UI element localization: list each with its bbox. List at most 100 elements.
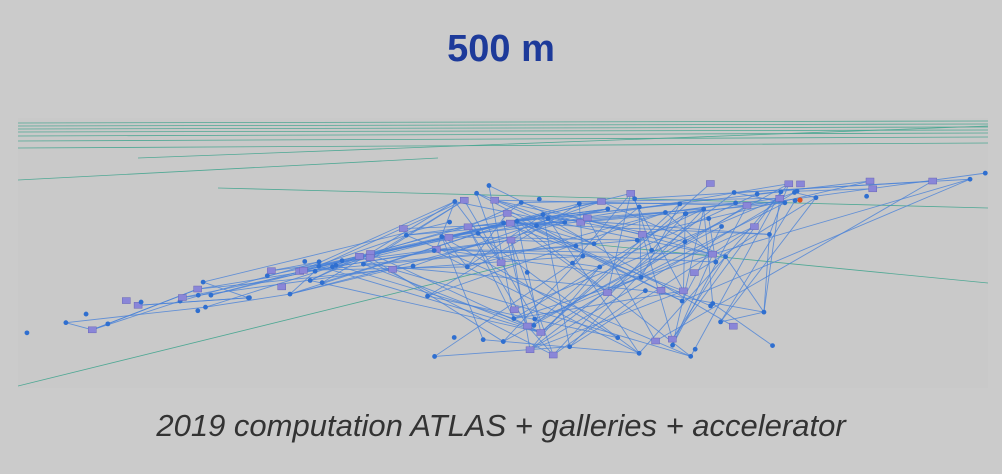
network-node (761, 309, 767, 315)
network-node (692, 346, 698, 352)
network-node (636, 204, 642, 210)
network-edge (65, 322, 93, 331)
network-node (510, 306, 519, 314)
network-node-highlight (797, 197, 803, 203)
network-node (452, 199, 458, 204)
network-edge (363, 263, 541, 333)
network-edge (672, 208, 705, 346)
network-node (582, 214, 592, 222)
network-edge (65, 306, 206, 324)
network-node (534, 223, 539, 229)
network-node (63, 320, 69, 326)
network-edge (436, 248, 713, 255)
network-edge (681, 178, 971, 302)
network-edge (637, 208, 704, 241)
network-node (203, 304, 208, 310)
network-node (506, 219, 515, 227)
network-edge (516, 220, 691, 357)
network-edge (521, 202, 713, 255)
network-edge (725, 256, 765, 313)
network-edge (289, 270, 316, 295)
network-edge (769, 183, 790, 235)
network-edge (720, 311, 765, 323)
network-node (682, 211, 688, 217)
network-edge (690, 191, 782, 357)
network-node (576, 219, 586, 226)
network-node (729, 322, 738, 330)
network-edge (682, 213, 686, 291)
network-edge (202, 281, 249, 299)
network-node (775, 195, 784, 202)
network-node (431, 248, 437, 254)
network-node (865, 177, 875, 185)
network-edge (502, 255, 584, 342)
network-node (410, 263, 416, 269)
network-node (928, 177, 937, 185)
network-edge (335, 264, 514, 320)
network-edge (540, 203, 681, 333)
network-edge (434, 255, 584, 357)
network-visualization (18, 118, 988, 388)
network-node (399, 225, 408, 232)
network-node (425, 293, 430, 299)
network-edge (681, 226, 722, 302)
network-edge (757, 180, 871, 195)
network-edge (321, 201, 456, 284)
network-edge (309, 255, 360, 281)
network-node (319, 280, 325, 286)
network-node (302, 259, 308, 264)
network-node (723, 254, 728, 260)
network-node (463, 223, 473, 231)
network-node (570, 260, 575, 266)
network-edge (521, 197, 780, 203)
network-node (105, 321, 111, 327)
network-node (388, 266, 397, 273)
network-node (545, 215, 551, 221)
network-node (708, 250, 717, 258)
network-edge (318, 265, 541, 333)
network-edge (271, 261, 320, 272)
grid-line (18, 123, 988, 127)
network-node (330, 264, 335, 270)
network-node (603, 289, 612, 296)
network-edge (720, 197, 817, 323)
network-node (663, 210, 668, 215)
network-node (208, 292, 214, 298)
network-edge (454, 201, 713, 255)
network-edge (516, 221, 542, 333)
network-edge (271, 239, 512, 272)
network-edge (516, 220, 595, 245)
network-edge (467, 226, 640, 354)
network-edge (640, 226, 755, 278)
network-node (355, 253, 364, 260)
network-node (432, 354, 437, 359)
network-edge (467, 226, 515, 319)
network-node (316, 259, 322, 265)
network-node (506, 236, 516, 244)
network-node (782, 200, 788, 206)
network-edge (483, 339, 640, 354)
network-node (83, 311, 89, 317)
network-edge (513, 290, 684, 320)
grid-line (18, 129, 988, 133)
network-edge (529, 266, 601, 351)
network-node (626, 190, 635, 197)
network-node (524, 269, 530, 275)
network-node (710, 301, 716, 306)
network-node (525, 346, 535, 354)
grid-line (217, 187, 988, 209)
network-node (792, 198, 798, 203)
network-edge (797, 188, 873, 192)
network-edge (203, 221, 450, 283)
network-node (316, 263, 322, 269)
grid-line (18, 142, 988, 149)
network-node (511, 316, 517, 321)
network-node (597, 264, 603, 270)
network-edge (671, 256, 726, 340)
network-edge (671, 191, 782, 340)
grid-line (18, 157, 439, 181)
network-edge (359, 208, 608, 257)
network-edge (665, 212, 714, 255)
network-node (634, 237, 640, 243)
network-edge (516, 203, 680, 222)
